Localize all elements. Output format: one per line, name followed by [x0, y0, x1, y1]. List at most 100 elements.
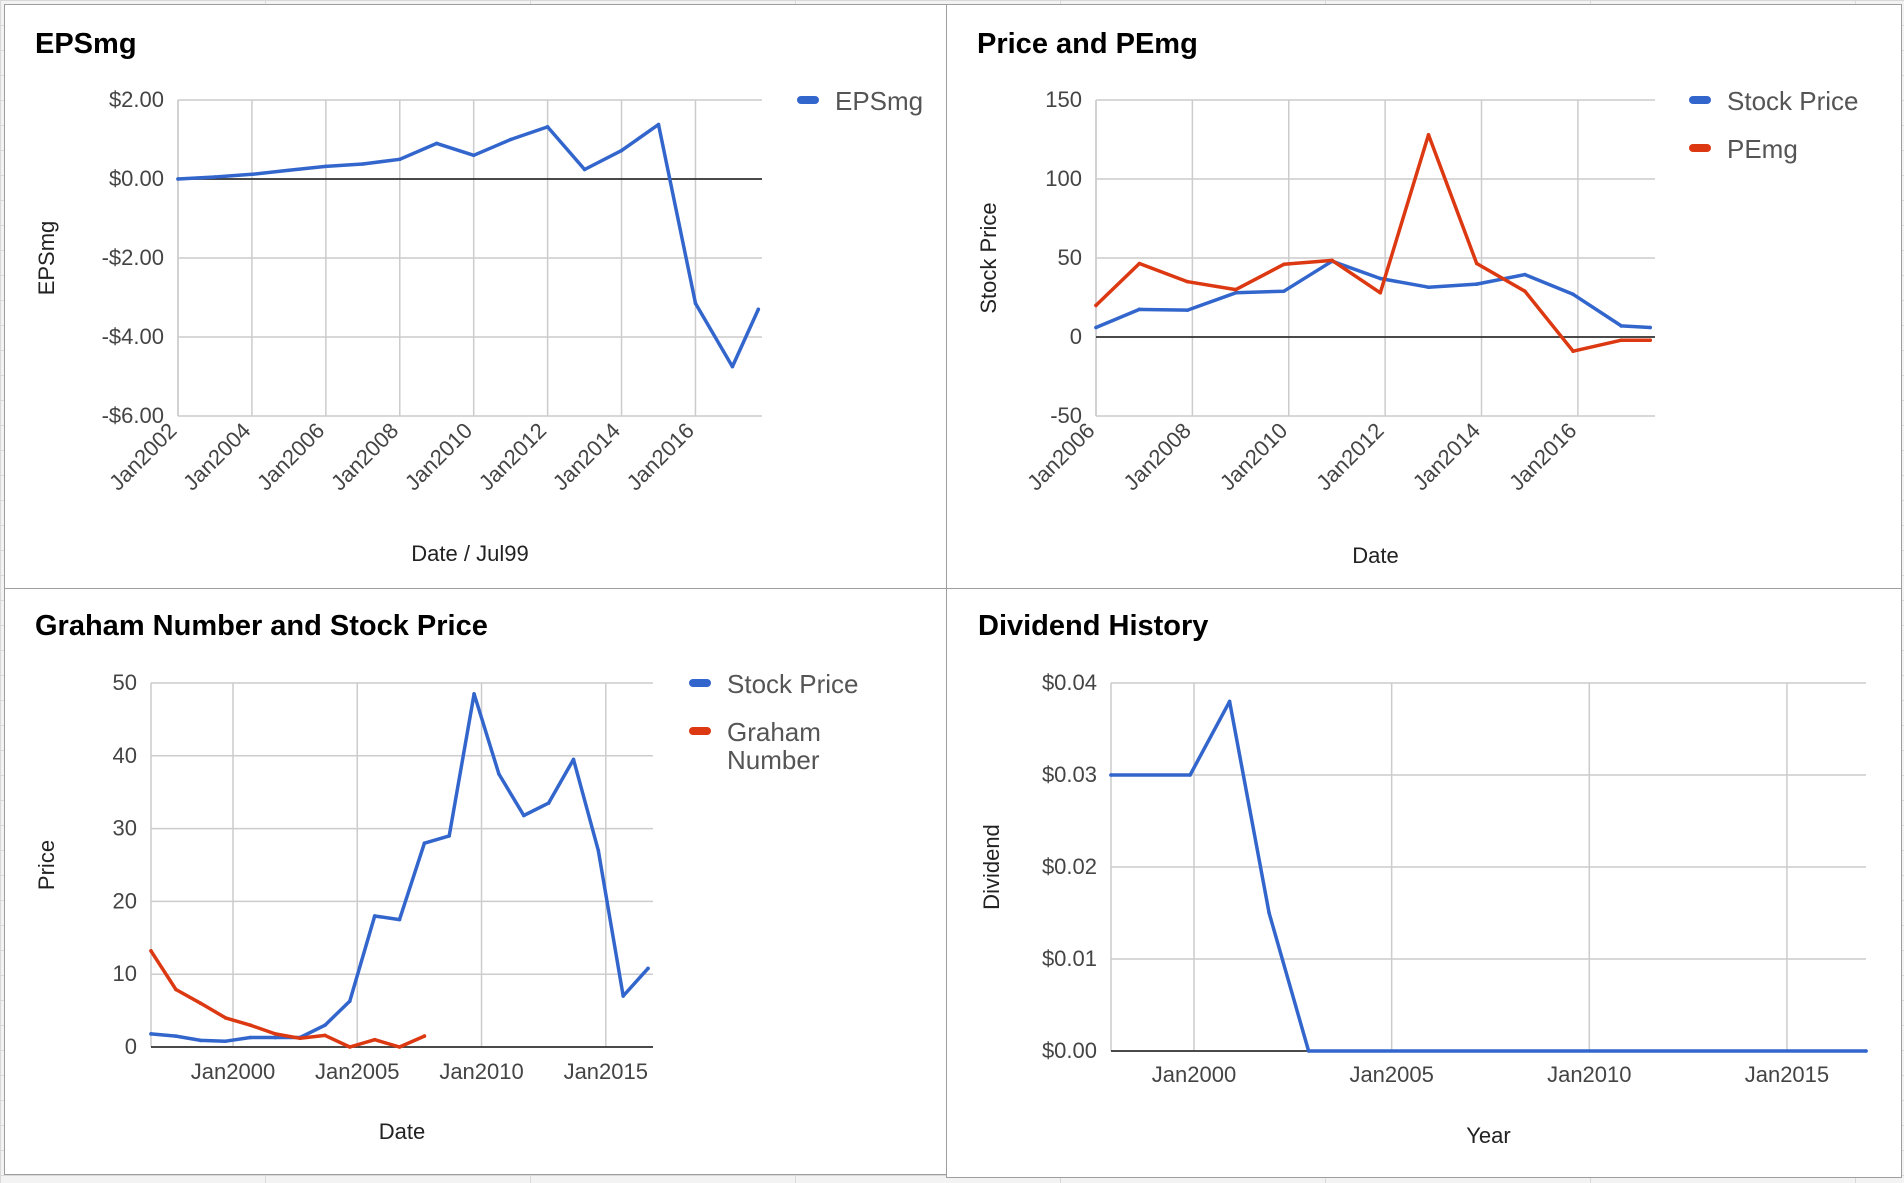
data-point-epsmg	[213, 175, 217, 179]
y-axis-title: Stock Price	[976, 202, 1001, 313]
data-point-stock-price	[646, 966, 650, 971]
data-point-dividend	[1267, 911, 1271, 915]
data-point-epsmg	[471, 153, 476, 158]
y-tick-label: $2.00	[109, 87, 164, 112]
x-tick-label: Jan2010	[439, 1059, 523, 1084]
data-point-graham-number	[372, 1037, 377, 1042]
x-tick-label: Jan2010	[1547, 1062, 1631, 1087]
data-point-stock-price	[1426, 285, 1431, 290]
data-point-epsmg	[756, 307, 761, 312]
chart-panel-dividend-history[interactable]: Dividend History $0.04 $0.03 $0.02 $0.01 $0.0…	[946, 588, 1902, 1178]
data-point-stock-price	[149, 1032, 153, 1036]
graham-number-chart: Graham Number and Stock Price 50 40 30 20 10 0…	[34, 610, 859, 1144]
chart-panel-epsmg[interactable]: EPSmg $2.00 $0.00 -$2.00 -$4.00 -$6.00 Jan2002…	[4, 4, 947, 589]
data-point-graham-number	[149, 949, 153, 953]
data-point-stock-price	[1282, 289, 1286, 293]
data-point-stock-price	[1378, 276, 1383, 281]
x-tick-label: Jan2000	[1152, 1062, 1236, 1087]
chart-title: Graham Number and Stock Price	[35, 610, 488, 642]
data-point-stock-price	[1571, 292, 1575, 297]
data-point-epsmg	[619, 148, 624, 153]
data-point-epsmg	[545, 125, 550, 129]
data-point-stock-price	[273, 1035, 278, 1040]
series-line-dividend	[1109, 699, 1868, 1053]
data-point-pemg	[1282, 262, 1286, 267]
data-point-graham-number	[223, 1016, 228, 1020]
data-point-dividend	[1109, 773, 1113, 777]
data-point-epsmg	[508, 137, 513, 142]
x-tick-label: Jan2000	[191, 1059, 275, 1084]
data-point-epsmg	[693, 301, 698, 306]
y-tick-label: 20	[113, 888, 137, 913]
data-point-stock-price	[521, 813, 526, 818]
x-axis-title: Year	[1466, 1123, 1510, 1148]
legend-swatch-epsmg	[797, 96, 819, 104]
chart-panel-price-and-pemg[interactable]: Price and PEmg 150 100 50 0 -50 Jan2006 Jan2008…	[946, 4, 1902, 589]
y-tick-label: -$2.00	[102, 245, 164, 270]
data-point-epsmg	[582, 167, 587, 172]
data-point-pemg	[1185, 279, 1190, 284]
data-point-graham-number	[174, 987, 178, 992]
data-point-stock-price	[1648, 325, 1652, 330]
data-point-stock-price	[174, 1034, 178, 1038]
data-point-pemg	[1330, 258, 1334, 263]
x-tick-label: Jan2015	[564, 1059, 648, 1084]
x-tick-label: Jan2008	[1119, 418, 1196, 495]
y-axis-title: Dividend	[979, 824, 1004, 910]
data-point-stock-price	[472, 692, 476, 696]
data-point-stock-price	[1619, 324, 1624, 328]
data-point-pemg	[1523, 289, 1527, 293]
data-point-stock-price	[447, 834, 452, 838]
data-point-stock-price	[497, 772, 501, 776]
data-point-graham-number	[422, 1034, 427, 1038]
legend-label-epsmg: EPSmg	[835, 86, 923, 116]
chart-title: EPSmg	[35, 28, 137, 60]
legend-label-stock-price: Stock Price	[1727, 86, 1859, 116]
data-point-stock-price	[546, 801, 551, 805]
x-tick-label: Jan2006	[1022, 418, 1099, 495]
y-tick-label: $0.00	[1042, 1038, 1097, 1063]
data-point-stock-price	[621, 994, 625, 998]
data-point-epsmg	[250, 172, 254, 177]
y-axis-title: Price	[34, 840, 59, 890]
x-axis-title: Date	[379, 1119, 425, 1144]
y-tick-label: -$6.00	[102, 403, 164, 428]
data-point-stock-price	[1474, 282, 1479, 286]
y-tick-label: -50	[1050, 403, 1082, 428]
y-tick-label: $0.04	[1042, 670, 1097, 695]
y-tick-label: 0	[1070, 324, 1082, 349]
x-tick-label: Jan2012	[474, 418, 551, 495]
x-axis-title: Date	[1352, 543, 1398, 568]
data-point-stock-price	[596, 848, 601, 853]
data-point-stock-price	[1185, 308, 1190, 312]
data-point-graham-number	[273, 1032, 278, 1036]
data-point-pemg	[1137, 261, 1142, 266]
y-tick-label: 150	[1045, 87, 1082, 112]
data-point-graham-number	[348, 1045, 352, 1049]
data-point-stock-price	[248, 1035, 253, 1040]
data-point-pemg	[1619, 338, 1624, 342]
data-point-epsmg	[434, 141, 439, 146]
chart-title: Dividend History	[978, 610, 1208, 642]
data-point-stock-price	[348, 999, 352, 1003]
data-point-epsmg	[176, 177, 180, 181]
data-point-dividend	[1864, 1049, 1868, 1053]
y-tick-label: 100	[1045, 166, 1082, 191]
x-tick-label: Jan2015	[1745, 1062, 1829, 1087]
x-tick-label: Jan2010	[400, 418, 477, 495]
x-tick-label: Jan2006	[252, 418, 329, 495]
data-point-pemg	[1094, 303, 1098, 308]
y-tick-label: $0.03	[1042, 762, 1097, 787]
x-tick-label: Jan2008	[326, 418, 403, 495]
series-line-stock-price	[149, 692, 650, 1043]
y-tick-label: $0.00	[109, 166, 164, 191]
x-tick-label: Jan2014	[548, 418, 625, 495]
data-point-stock-price	[1233, 290, 1238, 295]
x-tick-label: Jan2010	[1215, 418, 1292, 495]
data-point-stock-price	[372, 914, 377, 918]
y-tick-label: 50	[1058, 245, 1082, 270]
chart-panel-graham-number[interactable]: Graham Number and Stock Price 50 40 30 20 10 0…	[4, 588, 947, 1175]
y-tick-label: 0	[125, 1034, 137, 1059]
data-point-graham-number	[397, 1045, 402, 1049]
x-tick-label: Jan2004	[178, 418, 255, 495]
